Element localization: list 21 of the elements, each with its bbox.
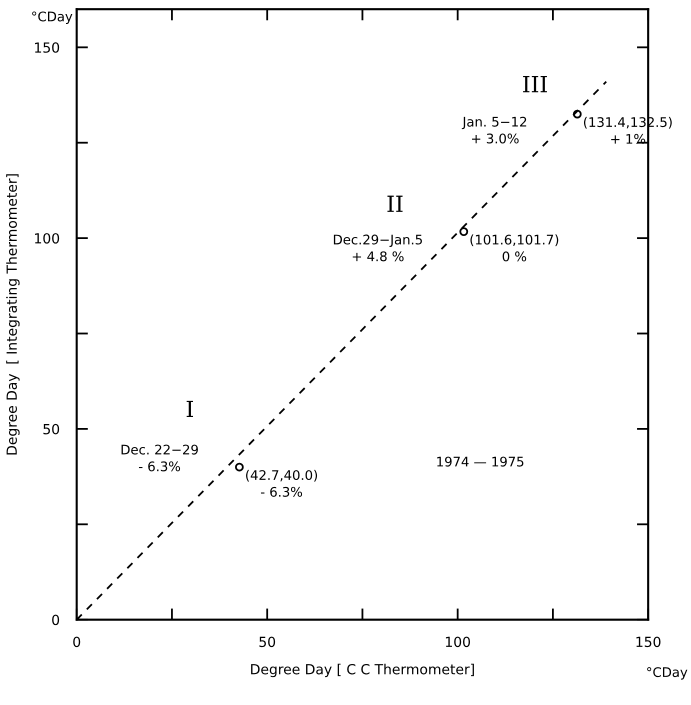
y-tick-label: 50 — [43, 424, 60, 434]
y-tick-label: 150 — [35, 42, 60, 53]
annotation: (42.7,40.0) - 6.3% — [246, 470, 318, 497]
annotation: Dec. 22−29 - 6.3% — [122, 444, 198, 472]
y-tick-label: 100 — [35, 233, 60, 244]
x-tick-label: 50 — [259, 636, 276, 648]
x-tick-label: 100 — [446, 636, 470, 648]
x-tick-label: 150 — [636, 636, 660, 648]
annotation: 1974 — 1975 — [437, 456, 524, 467]
y-tick-label: 0 — [52, 614, 60, 626]
annotation: Jan. 5−12 + 3.0% — [462, 116, 526, 144]
text: °CDay — [647, 667, 688, 680]
annotation: Dec.29−Jan.5 + 4.8 % — [334, 234, 422, 262]
y-axis-title: Degree Day [ Integrating Thermometer] — [6, 174, 20, 454]
text: °CDay — [32, 11, 72, 24]
annotation: III — [523, 76, 547, 92]
annotation: II — [387, 196, 403, 212]
annotation: (101.6,101.7) 0 % — [470, 234, 558, 262]
annotation: I — [186, 400, 194, 418]
x-tick-label: 0 — [73, 636, 80, 648]
x-axis-title: Degree Day [ C C Thermometer] — [251, 664, 474, 678]
